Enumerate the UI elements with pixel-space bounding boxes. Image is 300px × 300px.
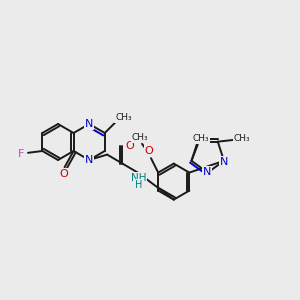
Text: N: N [202,167,211,177]
Text: CH₃: CH₃ [115,113,132,122]
Text: N: N [85,155,93,165]
Text: N: N [85,119,93,129]
Text: CH₃: CH₃ [192,134,209,143]
Text: O: O [59,169,68,179]
Text: F: F [18,149,24,159]
Text: O: O [145,146,153,156]
Text: NH: NH [131,172,146,183]
Text: O: O [125,141,134,151]
Text: H: H [135,180,142,190]
Text: CH₃: CH₃ [234,134,250,143]
Text: CH₃: CH₃ [132,133,148,142]
Text: N: N [220,157,228,167]
